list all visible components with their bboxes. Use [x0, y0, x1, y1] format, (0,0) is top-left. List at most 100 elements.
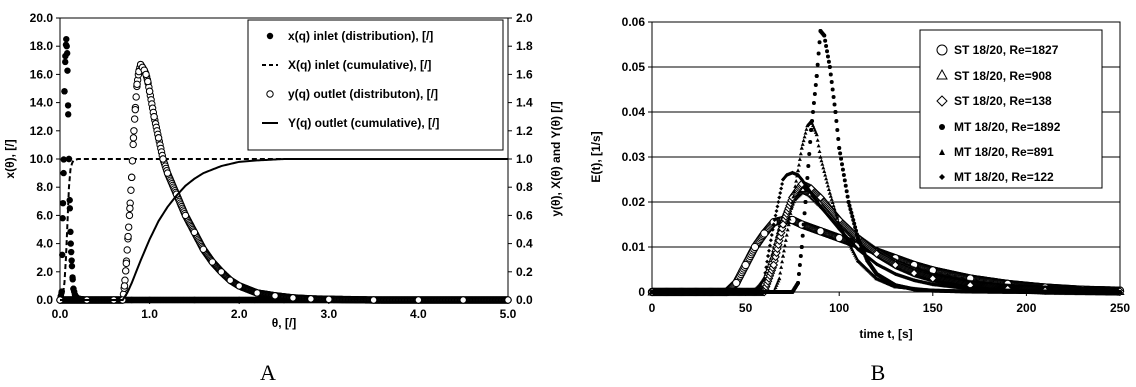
data-point	[127, 186, 135, 194]
panel-b-legend-entry-4: MT 18/20, Re=1892	[954, 120, 1061, 134]
panel-a-y-axis-title: x(θ), [/]	[3, 139, 17, 178]
panel-b-legend-entry-5: MT 18/20, Re=891	[954, 145, 1054, 159]
data-point	[64, 67, 71, 74]
data-point	[851, 218, 856, 222]
data-point	[784, 173, 789, 177]
data-point	[767, 248, 771, 253]
data-point	[826, 187, 831, 191]
panel-b-legend-entry-6: MT 18/20, Re=122	[954, 170, 1054, 184]
data-point	[770, 227, 775, 232]
data-point	[67, 240, 74, 247]
data-point	[65, 155, 73, 163]
panel-b-chart: 0 0.01 0.02 0.03 0.04 0.05 0.06 0 50 100 150 200 250…	[589, 15, 1130, 385]
data-point	[145, 87, 154, 96]
x-tick-label: 50	[739, 301, 753, 315]
data-point	[60, 156, 67, 163]
data-point	[792, 189, 797, 194]
data-point	[781, 177, 786, 182]
data-point	[778, 191, 783, 195]
data-point	[772, 218, 777, 222]
y-tick-label: 0	[638, 285, 645, 299]
panel-a-legend-box	[247, 19, 504, 151]
data-point	[838, 151, 843, 156]
data-point	[930, 288, 935, 293]
y-tick-label: 0.04	[622, 105, 646, 119]
data-point	[181, 211, 190, 220]
data-point	[798, 151, 803, 156]
data-point	[1118, 290, 1122, 294]
x-tick-label: 250	[1110, 301, 1130, 315]
data-point	[803, 200, 808, 204]
y-tick-label: 0.01	[622, 240, 646, 254]
data-point	[69, 274, 76, 281]
data-point	[64, 102, 72, 109]
x-tick-label: 100	[829, 301, 849, 315]
data-point	[811, 101, 816, 105]
data-point	[849, 210, 854, 215]
panel-a-legend-entry-3: y(q) outlet (distributon), [/]	[288, 87, 438, 101]
data-point	[841, 173, 846, 177]
data-point	[831, 95, 836, 99]
data-point	[784, 233, 789, 237]
data-point	[764, 265, 769, 270]
data-point	[837, 227, 842, 231]
data-point	[836, 219, 841, 223]
data-point	[504, 296, 512, 304]
panel-b-legend-entry-2: ST 18/20, Re=908	[954, 69, 1052, 83]
data-point	[802, 134, 807, 139]
data-point	[823, 38, 828, 43]
data-point	[818, 29, 823, 33]
data-point	[772, 248, 781, 258]
series-6	[650, 170, 1122, 294]
data-point	[846, 200, 851, 204]
y2-tick-label: 1.6	[516, 67, 533, 81]
data-point	[765, 259, 770, 264]
data-point	[769, 233, 774, 237]
y-tick-label: 2.0	[36, 265, 53, 279]
data-point	[855, 258, 860, 263]
data-point	[812, 92, 817, 96]
data-point	[780, 259, 785, 264]
panel-a-legend-entry-1: x(q) inlet (distribution), [/]	[288, 29, 433, 43]
y2-tick-label: 0.6	[516, 208, 533, 222]
data-point	[790, 170, 795, 175]
data-point	[70, 285, 77, 292]
panel-a-legend-entry-4: Y(q) outlet (cumulative), [/]	[288, 116, 439, 130]
data-point	[823, 173, 828, 177]
data-point	[799, 177, 804, 182]
data-point	[800, 233, 805, 238]
data-point	[797, 263, 802, 267]
data-point	[774, 209, 779, 213]
y-tick-label: 20.0	[30, 11, 54, 25]
data-point	[828, 194, 833, 198]
data-point	[816, 227, 825, 236]
data-point	[774, 283, 779, 287]
data-point	[912, 278, 917, 283]
data-point	[777, 195, 782, 200]
data-point	[822, 33, 827, 38]
data-point	[826, 59, 831, 64]
data-point	[67, 228, 74, 236]
data-point	[827, 191, 832, 195]
data-point	[808, 140, 813, 144]
data-point	[822, 169, 827, 173]
data-point	[825, 183, 830, 188]
data-point	[253, 289, 261, 297]
data-point	[790, 200, 795, 204]
data-point	[828, 72, 833, 77]
data-point	[797, 157, 802, 161]
data-point	[226, 276, 234, 284]
data-point	[891, 260, 900, 270]
legend-marker-filled-circle	[939, 124, 945, 130]
data-point	[807, 152, 812, 156]
panel-a-ticks: 0.0 2.0 4.0 6.0 8.0 10.0 12.0 14.0 16.0 18.0 20.0 0…	[30, 11, 533, 321]
panel-a-chart: 0.0 2.0 4.0 6.0 8.0 10.0 12.0 14.0 16.0 18.0 20.0 0…	[3, 11, 563, 385]
data-point	[818, 204, 823, 209]
data-point	[798, 254, 803, 258]
data-point	[776, 200, 781, 204]
data-point	[816, 51, 821, 56]
data-point	[800, 142, 805, 146]
data-point	[845, 194, 850, 199]
panel-a-legend: x(q) inlet (distribution), [/] X(q) inle…	[247, 19, 504, 151]
data-point	[816, 193, 825, 202]
